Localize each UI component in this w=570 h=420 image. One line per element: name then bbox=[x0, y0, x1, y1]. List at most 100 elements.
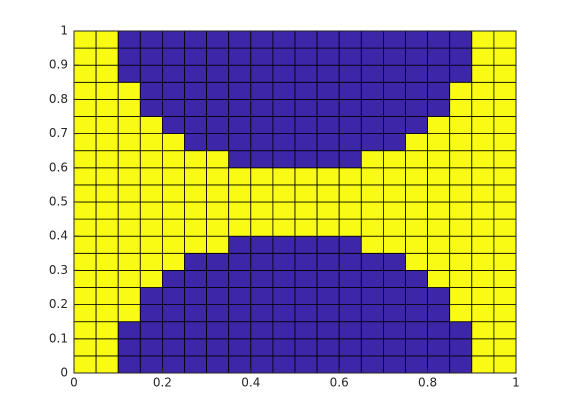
cell bbox=[228, 99, 252, 117]
cell bbox=[73, 269, 97, 288]
cell bbox=[338, 304, 362, 323]
cell bbox=[206, 338, 230, 357]
cell bbox=[449, 99, 473, 117]
cell bbox=[360, 218, 384, 237]
cell bbox=[73, 150, 97, 169]
cell bbox=[250, 201, 274, 220]
cell bbox=[272, 47, 296, 66]
cell bbox=[95, 321, 119, 340]
cell bbox=[250, 338, 274, 357]
cell bbox=[117, 116, 141, 135]
cell bbox=[471, 355, 495, 374]
cell bbox=[184, 287, 208, 306]
cell bbox=[184, 252, 208, 271]
cell bbox=[493, 218, 517, 237]
x-tick-label: 1 bbox=[512, 376, 520, 390]
cell bbox=[427, 81, 451, 100]
cell bbox=[316, 338, 340, 357]
cell bbox=[272, 338, 296, 357]
cell bbox=[294, 252, 318, 271]
cell bbox=[449, 201, 473, 220]
cell bbox=[95, 287, 119, 306]
cell bbox=[427, 30, 451, 49]
cell bbox=[471, 321, 495, 340]
cell bbox=[250, 321, 274, 340]
cell bbox=[427, 64, 451, 83]
cell bbox=[360, 355, 384, 374]
cell bbox=[471, 218, 495, 237]
cell bbox=[338, 47, 362, 66]
cell bbox=[117, 150, 141, 169]
cell bbox=[139, 304, 163, 323]
cell bbox=[360, 133, 384, 152]
cell bbox=[250, 133, 274, 152]
cell bbox=[272, 99, 296, 117]
cell bbox=[139, 133, 163, 152]
cell bbox=[294, 64, 318, 83]
cell bbox=[449, 218, 473, 237]
cell bbox=[161, 201, 185, 220]
cell bbox=[338, 218, 362, 237]
cell bbox=[405, 201, 429, 220]
cell bbox=[427, 321, 451, 340]
cell bbox=[272, 30, 296, 49]
cell bbox=[427, 150, 451, 169]
cell bbox=[117, 64, 141, 83]
cell bbox=[161, 321, 185, 340]
cell bbox=[316, 184, 340, 203]
cell bbox=[493, 116, 517, 135]
cell bbox=[338, 287, 362, 306]
cell bbox=[382, 338, 406, 357]
cell bbox=[493, 99, 517, 117]
cell bbox=[95, 30, 119, 49]
cell bbox=[206, 355, 230, 374]
cell bbox=[338, 150, 362, 169]
cell bbox=[449, 235, 473, 254]
cell bbox=[471, 184, 495, 203]
cell bbox=[294, 47, 318, 66]
cell bbox=[360, 252, 384, 271]
cell bbox=[161, 167, 185, 186]
cell bbox=[316, 133, 340, 152]
cell bbox=[493, 64, 517, 83]
cell bbox=[184, 321, 208, 340]
cell bbox=[405, 235, 429, 254]
cell bbox=[95, 355, 119, 374]
cell bbox=[73, 287, 97, 306]
cell bbox=[338, 167, 362, 186]
cell bbox=[471, 81, 495, 100]
cell bbox=[73, 99, 97, 117]
cell bbox=[95, 99, 119, 117]
cell bbox=[206, 201, 230, 220]
cell bbox=[294, 218, 318, 237]
cell bbox=[471, 99, 495, 117]
cell bbox=[228, 321, 252, 340]
cell bbox=[294, 81, 318, 100]
cell bbox=[95, 201, 119, 220]
cell bbox=[427, 167, 451, 186]
cell bbox=[360, 30, 384, 49]
cell bbox=[250, 235, 274, 254]
cell bbox=[139, 218, 163, 237]
cell bbox=[493, 81, 517, 100]
y-tick-label: 0.3 bbox=[49, 263, 68, 277]
cell bbox=[316, 252, 340, 271]
cell bbox=[73, 218, 97, 237]
cell bbox=[73, 235, 97, 254]
cell bbox=[117, 235, 141, 254]
cell bbox=[471, 338, 495, 357]
y-tick-label: 0.7 bbox=[49, 126, 68, 140]
cell bbox=[449, 287, 473, 306]
cell bbox=[294, 133, 318, 152]
cell bbox=[139, 269, 163, 288]
cell bbox=[294, 150, 318, 169]
cell bbox=[228, 355, 252, 374]
cell bbox=[427, 116, 451, 135]
cell bbox=[294, 235, 318, 254]
cell bbox=[117, 321, 141, 340]
cell bbox=[95, 252, 119, 271]
cell bbox=[316, 355, 340, 374]
cell bbox=[184, 235, 208, 254]
